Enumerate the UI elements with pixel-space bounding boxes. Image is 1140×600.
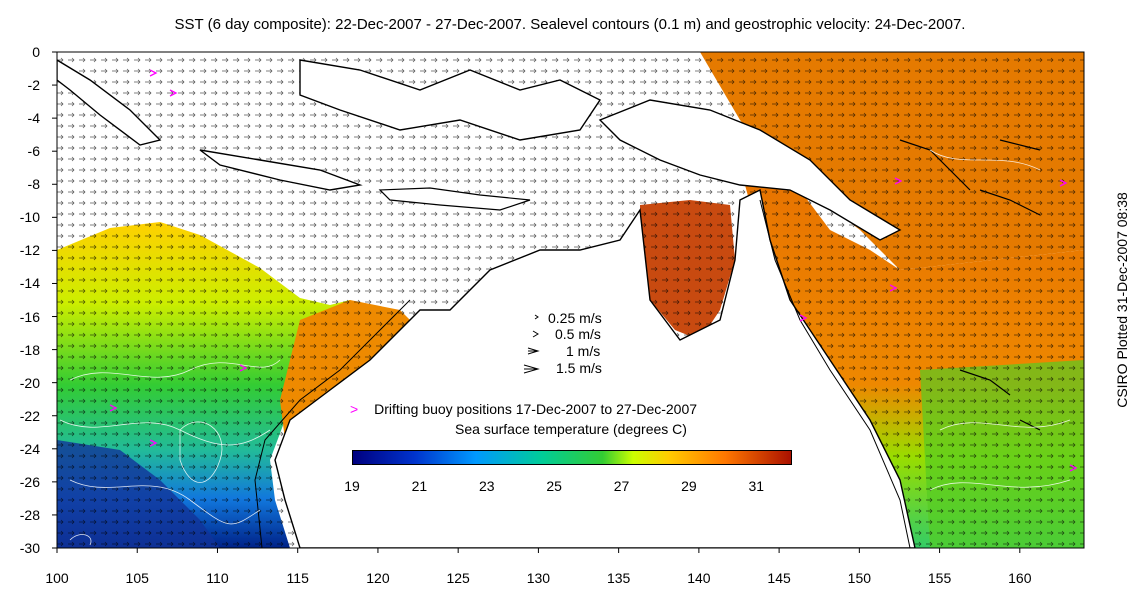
y-tick-label: -2 [27,77,40,94]
land-sumatra [57,59,162,146]
map-title: SST (6 day composite): 22-Dec-2007 - 27-… [174,16,966,33]
x-tick-marks [56,548,1021,553]
y-tick-marks [52,51,57,549]
buoy-legend: > Drifting buoy positions 17-Dec-2007 to… [350,401,697,417]
y-tick-label: -22 [19,407,40,424]
velocity-legend-label-15: 1.5 m/s [556,360,602,376]
x-tick-label: 155 [927,570,952,586]
y-tick-label: 0 [32,44,40,60]
colorbar-tick: 21 [411,478,428,494]
land-timor-islands [378,187,531,211]
y-tick-label: -8 [27,176,40,193]
x-tick-label: 105 [125,570,149,586]
y-tick-label: -28 [19,506,40,523]
colorbar-gradient [353,451,791,464]
velocity-legend-arrows [523,314,540,374]
x-tick-label: 150 [847,570,872,586]
y-tick-label: -4 [27,110,40,127]
y-tick-label: -24 [19,440,40,457]
x-tick-label: 145 [767,570,791,586]
plotted-timestamp: CSIRO Plotted 31-Dec-2007 08:38 [1114,192,1130,408]
y-tick-label: -26 [19,473,40,490]
x-tick-label: 100 [45,570,69,586]
colorbar-tick: 25 [546,478,562,494]
sealevel-contours [59,149,1071,546]
velocity-legend-label-1: 1 m/s [566,343,601,359]
shelf-break-contour [254,199,911,548]
y-tick-label: -30 [19,540,40,556]
x-tick-label: 110 [206,570,229,586]
velocity-legend-label-025: 0.25 m/s [548,310,602,326]
colorbar-tick: 27 [613,478,630,494]
x-tick-label: 135 [606,570,631,586]
y-tick-label: -10 [19,209,40,226]
y-tick-label: -16 [19,308,40,325]
x-tick-label: 140 [687,570,711,586]
y-tick-label: -12 [19,242,40,259]
velocity-arrow-15 [523,364,540,374]
land-new-guinea [598,99,902,241]
y-tick-label: -14 [19,275,40,292]
colorbar-title: Sea surface temperature (degrees C) [455,421,687,437]
land-solomon-islands [899,139,1041,216]
y-tick-label: -20 [19,374,40,391]
x-tick-label: 160 [1008,570,1032,586]
x-tick-label: 125 [446,570,470,586]
land-borneo-sulawesi [299,59,602,141]
x-tick-label: 115 [286,570,309,586]
colorbar-tick: 23 [478,478,495,494]
velocity-arrow-05 [532,330,539,338]
y-tick-label: -18 [19,341,40,358]
velocity-legend-label-05: 0.5 m/s [555,326,601,342]
colorbar-tick: 19 [344,478,360,494]
colorbar-tick: 31 [748,478,765,494]
y-tick-label: -6 [27,143,40,160]
buoy-legend-label: Drifting buoy positions 17-Dec-2007 to 2… [374,401,698,417]
velocity-arrow-025 [534,314,539,320]
colorbar [352,450,792,465]
x-tick-label: 120 [366,570,390,586]
buoy-positions [109,69,1078,472]
plot-frame [56,51,1085,549]
x-tick-label: 130 [526,570,551,586]
colorbar-tick: 29 [681,478,697,494]
velocity-arrow-1 [527,347,540,355]
land-new-caledonia [959,369,1041,431]
land-java [199,149,363,191]
buoy-marker-icon: > [350,401,359,417]
